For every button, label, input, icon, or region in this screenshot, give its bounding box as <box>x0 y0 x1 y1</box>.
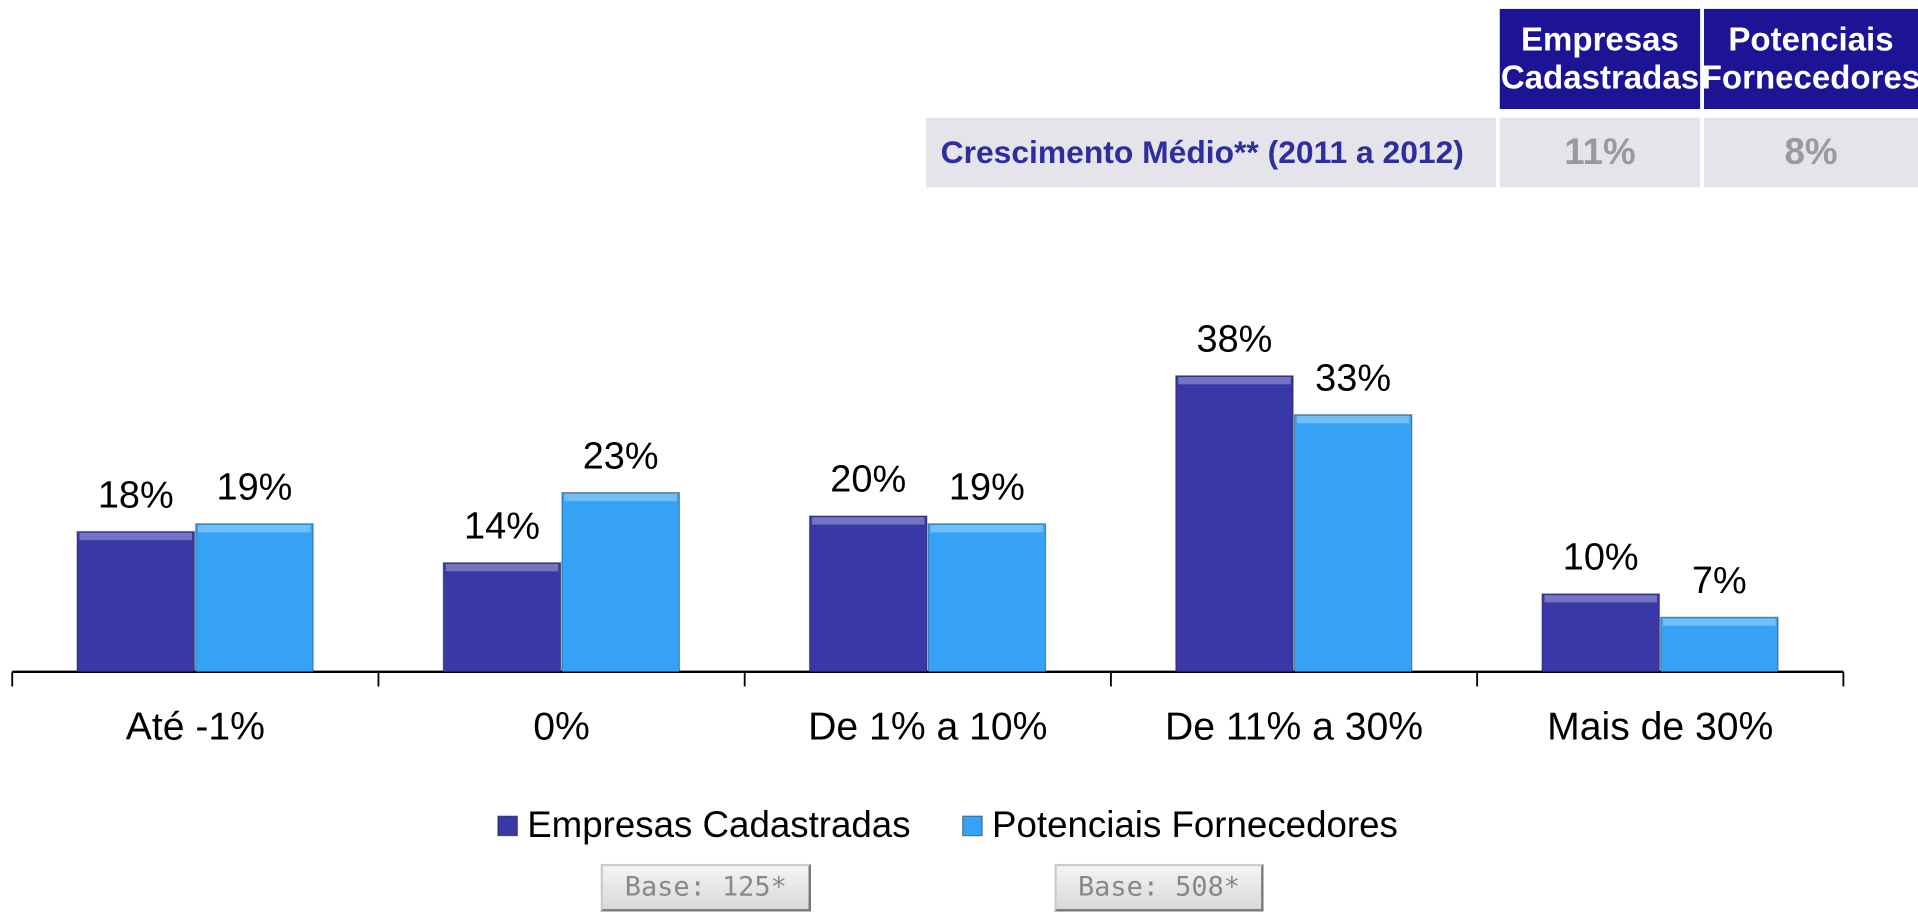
table-cell: Crescimento Médio** (2011 a 2012) <box>925 117 1496 188</box>
data-label: 7% <box>1692 560 1747 602</box>
bar-bevel <box>564 493 677 502</box>
bar <box>195 523 314 673</box>
legend-swatch <box>497 815 519 837</box>
bar-bevel <box>79 532 193 541</box>
x-tick-label: 0% <box>533 706 590 749</box>
legend-label: Potenciais Fornecedores <box>992 804 1398 845</box>
bar <box>561 492 680 673</box>
base-box: Base: 125* <box>600 863 811 912</box>
x-tick-label: Mais de 30% <box>1547 706 1773 749</box>
bar <box>76 530 196 673</box>
bar-bevel <box>1544 595 1657 603</box>
bar <box>442 562 562 673</box>
bar <box>1541 593 1661 673</box>
table-header: Empresas Cadastradas <box>1499 8 1701 110</box>
bar <box>927 523 1047 673</box>
data-label: 14% <box>464 505 540 547</box>
bar-bevel <box>445 563 559 572</box>
data-label: 23% <box>583 435 659 477</box>
table-cell: 8% <box>1703 117 1918 188</box>
x-tick-label: De 1% a 10% <box>808 706 1047 749</box>
legend-label: Empresas Cadastradas <box>527 804 910 845</box>
data-label: 38% <box>1197 319 1273 361</box>
data-label: 33% <box>1315 357 1391 399</box>
bar-bevel <box>198 525 311 533</box>
data-label: 10% <box>1563 537 1639 579</box>
data-label: 19% <box>216 467 292 509</box>
bar-bevel <box>930 525 1044 533</box>
table-header: Potenciais Fornecedores <box>1703 8 1918 110</box>
data-label: 19% <box>949 467 1025 509</box>
bar-bevel <box>811 517 925 525</box>
x-tick-label: Até -1% <box>126 706 265 749</box>
data-label: 20% <box>830 459 906 501</box>
bar-bevel <box>1663 618 1776 626</box>
x-tick-label: De 11% a 30% <box>1165 706 1423 749</box>
table-cell: 11% <box>1499 117 1701 188</box>
bar <box>1175 375 1294 673</box>
data-label: 18% <box>98 474 174 516</box>
bar <box>1660 616 1779 673</box>
bar-bevel <box>1178 376 1291 385</box>
legend-swatch <box>962 815 983 837</box>
bar <box>1293 414 1413 673</box>
bar <box>808 515 928 673</box>
base-box: Base: 508* <box>1054 863 1264 912</box>
bar-bevel <box>1296 415 1410 424</box>
